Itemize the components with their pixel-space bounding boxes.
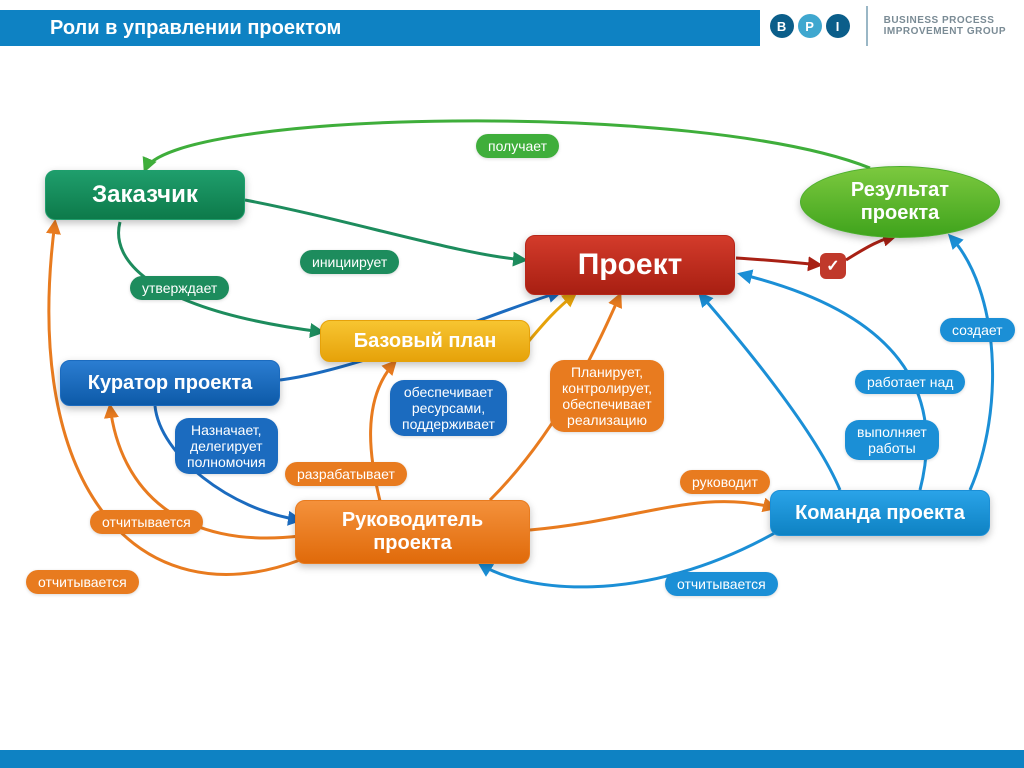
edge-16: [528, 294, 575, 342]
brand-circle-b: B: [770, 14, 794, 38]
header-bar: Роли в управлении проектом: [0, 10, 760, 46]
node-customer: Заказчик: [45, 170, 245, 220]
node-project: Проект: [525, 235, 735, 295]
edge-3: [736, 258, 820, 265]
brand-text: BUSINESS PROCESS IMPROVEMENT GROUP: [884, 15, 1006, 37]
edge-label-p_report3: отчитывается: [665, 572, 778, 596]
brand-circles: B P I: [770, 14, 850, 38]
checkmark-icon: ✓: [820, 253, 846, 279]
edge-15: [950, 236, 993, 490]
edge-label-p_report2: отчитывается: [26, 570, 139, 594]
edge-13: [700, 294, 840, 490]
edge-label-p_provides: обеспечивает ресурсами, поддерживает: [390, 380, 507, 436]
node-team: Команда проекта: [770, 490, 990, 536]
edge-4: [846, 236, 895, 260]
edge-label-p_develops: разрабатывает: [285, 462, 407, 486]
edge-label-p_plans: Планирует, контролирует, обеспечивает ре…: [550, 360, 664, 432]
footer-bar: [0, 750, 1024, 768]
edge-label-p_report1: отчитывается: [90, 510, 203, 534]
brand-separator: [866, 6, 868, 46]
edge-label-p_approves: утверждает: [130, 276, 229, 300]
brand-logo: B P I BUSINESS PROCESS IMPROVEMENT GROUP: [770, 6, 1006, 46]
page-title: Роли в управлении проектом: [50, 17, 341, 40]
edge-label-p_leads: руководит: [680, 470, 770, 494]
node-curator: Куратор проекта: [60, 360, 280, 406]
edge-label-p_creates: создает: [940, 318, 1015, 342]
diagram-canvas: Заказчик Проект Результат проекта Базовый п…: [0, 60, 1024, 740]
edge-9: [530, 502, 775, 530]
edge-label-p_workson: работает над: [855, 370, 965, 394]
node-manager: Руководитель проекта: [295, 500, 530, 564]
node-baseline: Базовый план: [320, 320, 530, 362]
edge-label-p_receives: получает: [476, 134, 559, 158]
brand-circle-i: I: [826, 14, 850, 38]
edge-label-p_initiates: инициирует: [300, 250, 399, 274]
edge-label-p_performs: выполняет работы: [845, 420, 939, 460]
edge-label-p_assigns: Назначает, делегирует полномочия: [175, 418, 278, 474]
node-result: Результат проекта: [800, 166, 1000, 238]
brand-circle-p: P: [798, 14, 822, 38]
